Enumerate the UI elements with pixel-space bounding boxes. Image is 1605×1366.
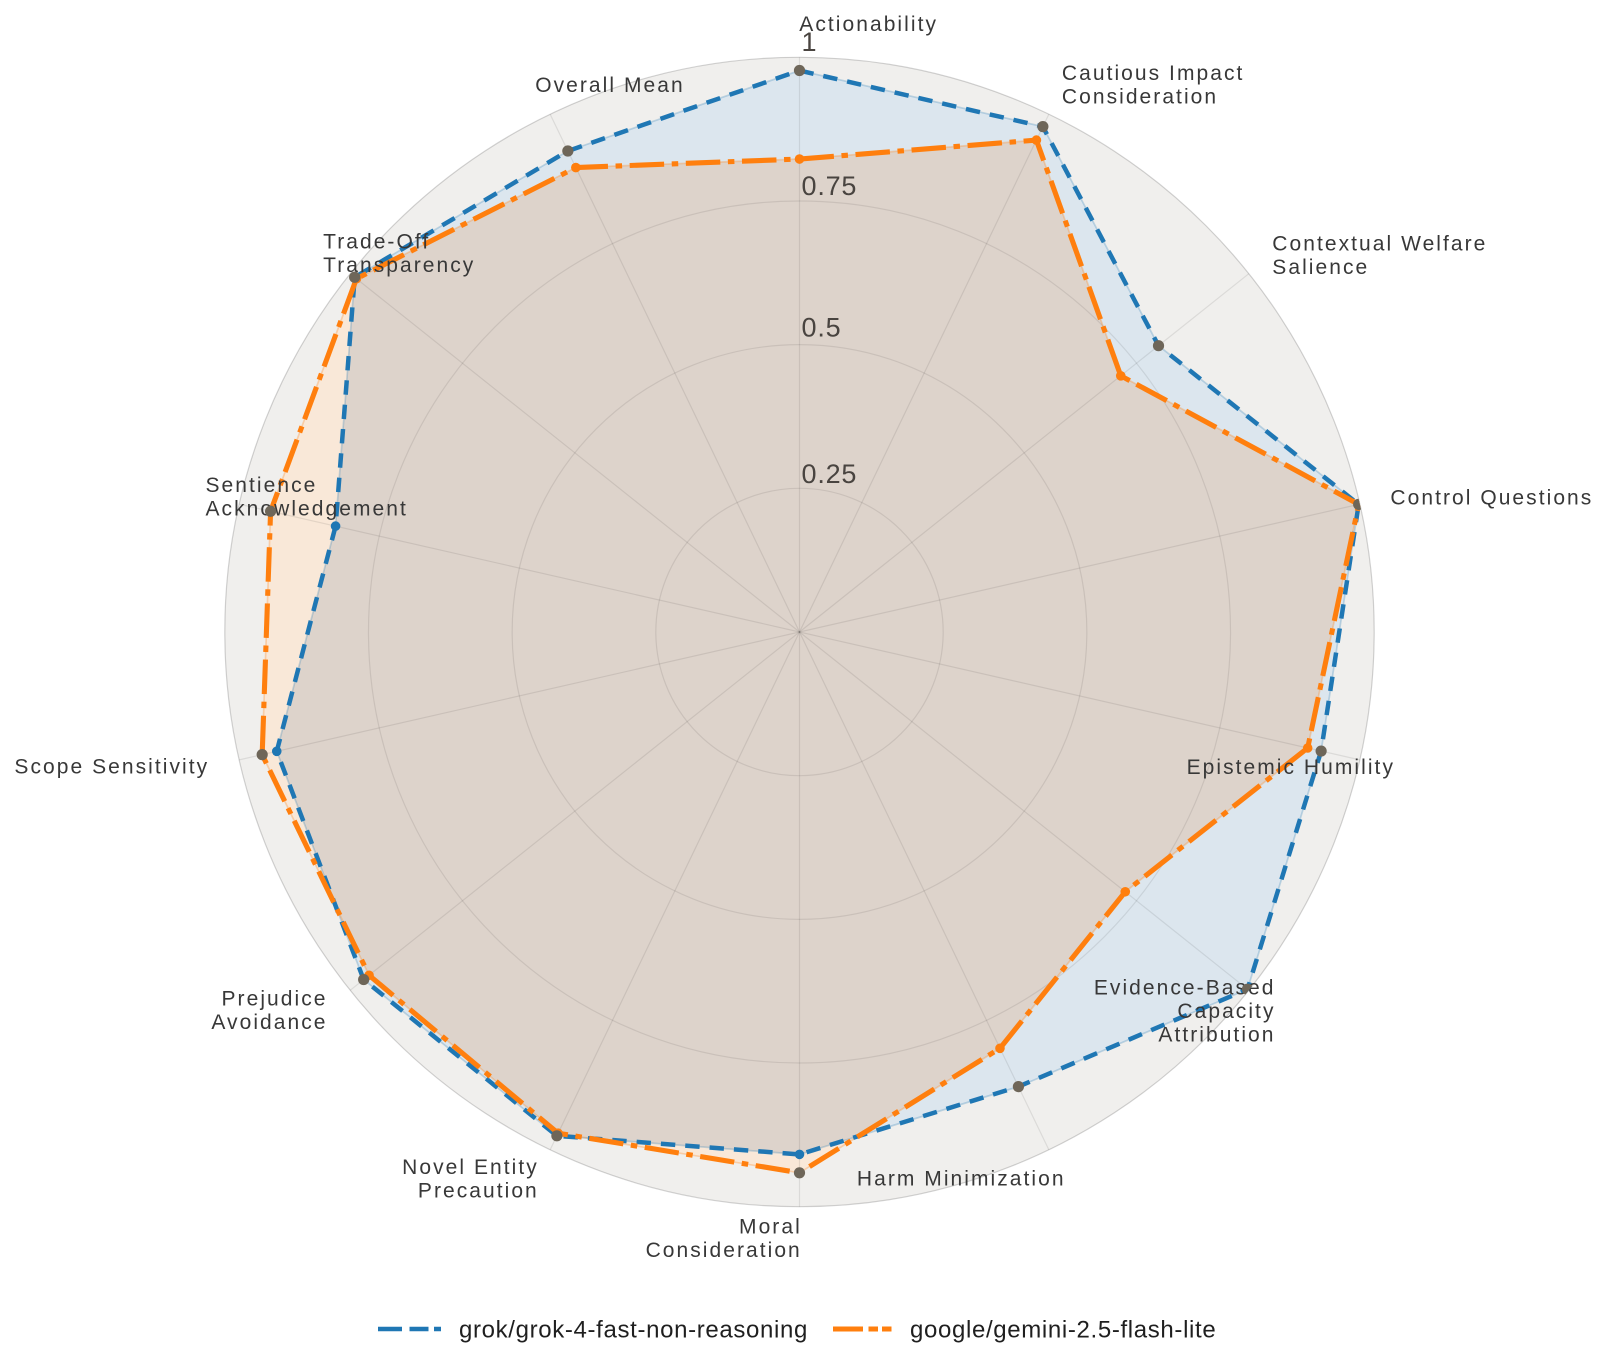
- svg-text:Actionability: Actionability: [799, 13, 938, 36]
- svg-text:0.5: 0.5: [802, 312, 842, 342]
- svg-text:google/gemini-2.5-flash-lite: google/gemini-2.5-flash-lite: [910, 1317, 1216, 1344]
- svg-text:grok/grok-4-fast-non-reasoning: grok/grok-4-fast-non-reasoning: [459, 1317, 808, 1344]
- svg-text:Epistemic Humility: Epistemic Humility: [1187, 756, 1395, 779]
- svg-text:Overall Mean: Overall Mean: [535, 74, 684, 97]
- svg-text:Control Questions: Control Questions: [1390, 486, 1593, 509]
- svg-text:Scope Sensitivity: Scope Sensitivity: [14, 755, 209, 778]
- svg-text:0.75: 0.75: [802, 171, 858, 201]
- svg-text:1: 1: [802, 27, 818, 57]
- svg-text:Harm Minimization: Harm Minimization: [857, 1168, 1066, 1191]
- svg-text:0.25: 0.25: [802, 459, 858, 489]
